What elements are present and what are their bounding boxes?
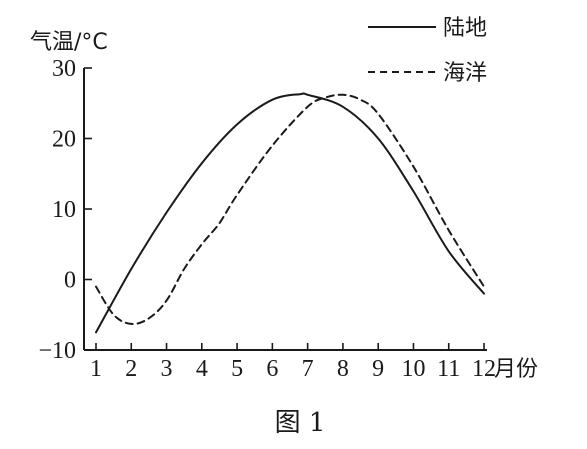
x-tick-label: 12 bbox=[472, 356, 496, 382]
x-tick-label: 1 bbox=[90, 356, 102, 382]
y-tick-label: 0 bbox=[64, 268, 76, 294]
x-tick-label: 4 bbox=[196, 356, 208, 382]
axes bbox=[83, 68, 487, 351]
x-tick-label: 5 bbox=[231, 356, 243, 382]
legend-label-ocean: 海洋 bbox=[443, 61, 487, 86]
y-tick-label: 30 bbox=[52, 56, 76, 82]
y-tick-label: 20 bbox=[52, 127, 76, 153]
x-tick-label: 7 bbox=[302, 356, 314, 382]
legend-label-land: 陆地 bbox=[443, 16, 487, 41]
x-tick-label: 2 bbox=[125, 356, 137, 382]
y-axis-label: 气温/°C bbox=[30, 30, 108, 55]
series-group bbox=[95, 92, 485, 334]
legend: 陆地 海洋 bbox=[368, 16, 487, 86]
figure-caption: 图 1 bbox=[275, 408, 326, 438]
x-tick-label: 6 bbox=[266, 356, 278, 382]
x-tick-label: 3 bbox=[161, 356, 173, 382]
x-axis-ticks: 1 2 3 4 5 6 7 8 9 10 11 12 bbox=[90, 343, 496, 382]
x-tick-label: 8 bbox=[337, 356, 349, 382]
x-tick-label: 11 bbox=[437, 356, 460, 382]
y-tick-label: 10 bbox=[52, 197, 76, 223]
series-line-ocean bbox=[95, 93, 485, 325]
y-tick-label: −10 bbox=[38, 338, 76, 364]
x-tick-label: 10 bbox=[401, 356, 425, 382]
x-tick-label: 9 bbox=[372, 356, 384, 382]
y-axis-ticks: −10 0 10 20 30 bbox=[38, 56, 92, 364]
x-axis-label: 月份 bbox=[494, 357, 538, 382]
series-line-land bbox=[95, 92, 485, 334]
